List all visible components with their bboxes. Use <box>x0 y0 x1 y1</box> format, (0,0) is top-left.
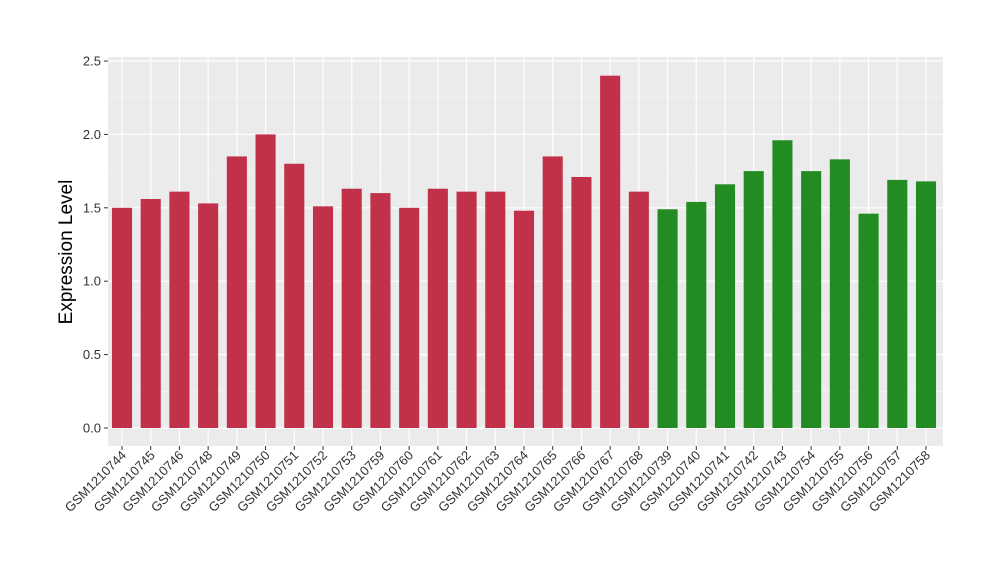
bar <box>772 140 793 428</box>
bar <box>858 213 879 428</box>
bar <box>427 188 448 428</box>
bar <box>657 209 678 428</box>
bar <box>198 203 219 428</box>
y-axis: 0.0 0.5 1.0 1.5 2.0 2.5 <box>83 54 108 436</box>
bar <box>915 181 937 428</box>
bar <box>341 188 362 428</box>
bar <box>743 171 764 428</box>
bar <box>370 193 391 428</box>
bar <box>226 156 247 429</box>
bar <box>284 163 305 428</box>
bar <box>111 207 133 428</box>
y-axis-title: Expression Level <box>56 180 77 325</box>
bar <box>571 176 592 428</box>
bar <box>542 156 563 429</box>
bars <box>111 75 937 429</box>
bar <box>255 134 276 428</box>
y-tick-label: 0.5 <box>83 347 101 362</box>
bar <box>456 191 477 428</box>
bar <box>714 184 736 428</box>
bar <box>140 198 161 428</box>
y-tick-label: 1.0 <box>83 274 101 289</box>
bar <box>628 191 649 428</box>
x-axis: GSM1210744GSM1210745GSM1210746GSM1210748… <box>62 446 933 515</box>
bar <box>169 191 190 428</box>
bar <box>829 159 850 428</box>
bar <box>686 201 707 428</box>
bar <box>887 179 908 428</box>
bar <box>513 210 535 428</box>
y-tick-label: 2.5 <box>83 54 101 69</box>
y-tick-label: 0.0 <box>83 421 101 436</box>
y-tick-label: 2.0 <box>83 127 101 142</box>
bar <box>399 207 420 428</box>
y-tick-label: 1.5 <box>83 200 101 215</box>
bar <box>801 171 822 428</box>
bar <box>600 75 621 429</box>
bar <box>312 206 334 428</box>
bar <box>485 191 506 428</box>
